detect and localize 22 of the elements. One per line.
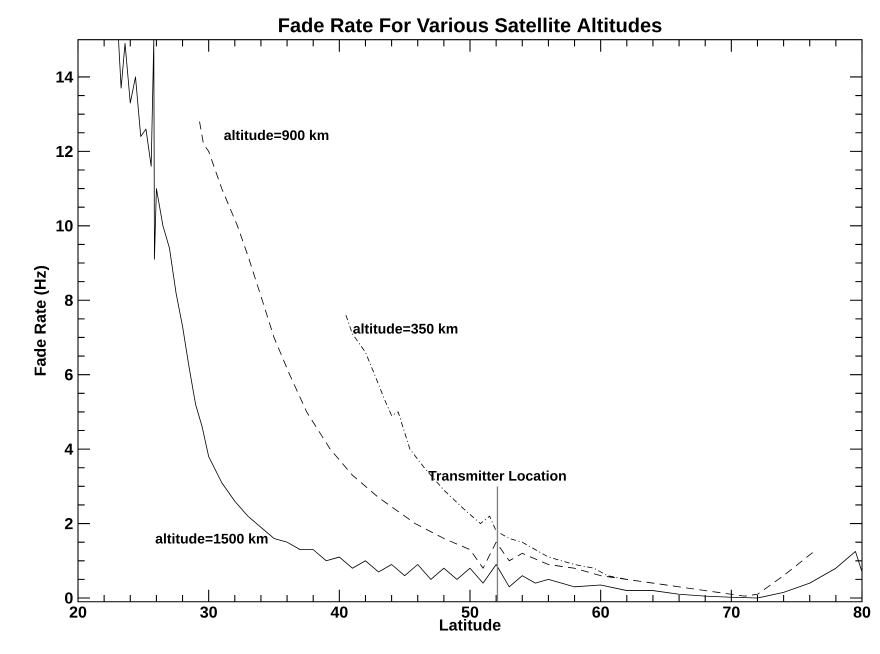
x-tick-label: 70 [723,606,740,618]
x-tick-label: 80 [854,606,870,618]
x-tick-label: 50 [462,606,478,618]
series-label: altitude=350 km [353,323,458,334]
x-tick-label: 60 [592,606,609,618]
y-tick-label: 14 [56,71,74,82]
y-tick-label: 2 [64,518,73,530]
y-tick-label: 8 [64,294,73,306]
y-tick-label: 12 [56,146,73,157]
series-label: altitude=1500 km [156,533,268,544]
y-tick-label: 4 [64,444,74,455]
annotation: Transmitter Location [428,470,566,481]
x-tick-label: 40 [330,606,348,618]
x-tick-label: 20 [70,606,86,618]
x-axis-title: Latitude [440,618,501,631]
y-tick-label: 10 [56,220,73,232]
chart-title: Fade Rate For Various Satellite Altitudes [279,18,662,32]
x-tick-label: 30 [200,606,217,618]
series-label: altitude=900 km [224,130,328,140]
y-tick-label: 0 [65,592,73,604]
y-axis-title: Fade Rate (Hz) [34,266,50,376]
y-tick-label: 6 [64,369,73,380]
